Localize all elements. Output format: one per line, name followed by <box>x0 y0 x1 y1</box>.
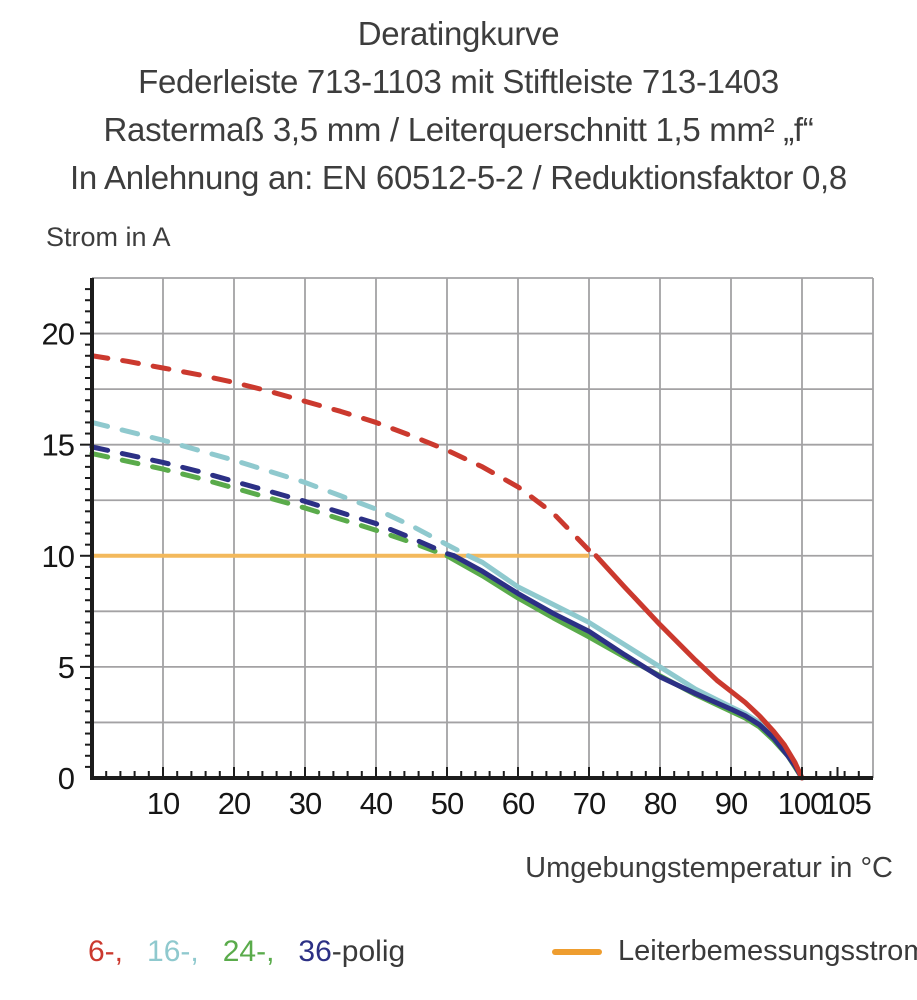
x-axis-title: Umgebungstemperatur in °C <box>525 852 893 884</box>
y-tick-label: 5 <box>58 650 74 685</box>
x-tick-label: 90 <box>715 786 748 821</box>
x-tick-label: 60 <box>502 786 535 821</box>
title-line-3: Rastermaß 3,5 mm / Leiterquerschnitt 1,5… <box>103 111 814 148</box>
legend-item-36-polig: 36-polig <box>298 935 405 969</box>
reference-legend: Leiterbemessungsstrom <box>552 935 917 968</box>
legend-item-16-polig: 16-, <box>147 935 199 968</box>
x-tick-label: 10 <box>147 786 180 821</box>
series-6-polig-solid <box>593 553 805 781</box>
x-tick-label: 105 <box>822 786 871 821</box>
x-tick-label: 80 <box>644 786 677 821</box>
series-36-polig-solid <box>451 553 805 781</box>
reference-line-label: Leiterbemessungsstrom <box>618 935 917 967</box>
poles-legend: 6-, 16-, 24-, 36-polig <box>88 935 405 969</box>
title-line-2: Federleiste 713-1103 mit Stiftleiste 713… <box>138 63 779 100</box>
x-tick-label: 40 <box>360 786 393 821</box>
reference-line-swatch <box>552 948 602 955</box>
series-16-polig-dashed <box>89 419 471 559</box>
x-tick-label: 70 <box>573 786 606 821</box>
legend-item-36-number: 36 <box>298 935 332 968</box>
y-tick-label: 10 <box>42 539 75 574</box>
series-24-polig-dashed <box>89 451 450 559</box>
chart-title-block: Deratingkurve Federleiste 713-1103 mit S… <box>0 10 917 202</box>
y-tick-label: 15 <box>42 428 74 463</box>
x-tick-label: 100 <box>778 786 827 821</box>
x-tick-label: 20 <box>218 786 251 821</box>
legend-polig-suffix: -polig <box>331 935 406 968</box>
x-tick-label: 30 <box>289 786 322 821</box>
y-tick-label: 20 <box>42 317 75 352</box>
y-axis-title: Strom in A <box>46 222 171 252</box>
legend-item-6-polig: 6-, <box>88 935 124 968</box>
series-6-polig-dashed <box>89 353 599 559</box>
legend-item-24-polig: 24-, <box>222 935 275 968</box>
y-tick-label: 0 <box>58 761 75 796</box>
title-line-4: In Anlehnung an: EN 60512-5-2 / Reduktio… <box>70 159 847 196</box>
series-36-polig-dashed <box>89 444 457 559</box>
title-line-1: Deratingkurve <box>357 15 560 52</box>
x-tick-label: 50 <box>431 786 464 821</box>
